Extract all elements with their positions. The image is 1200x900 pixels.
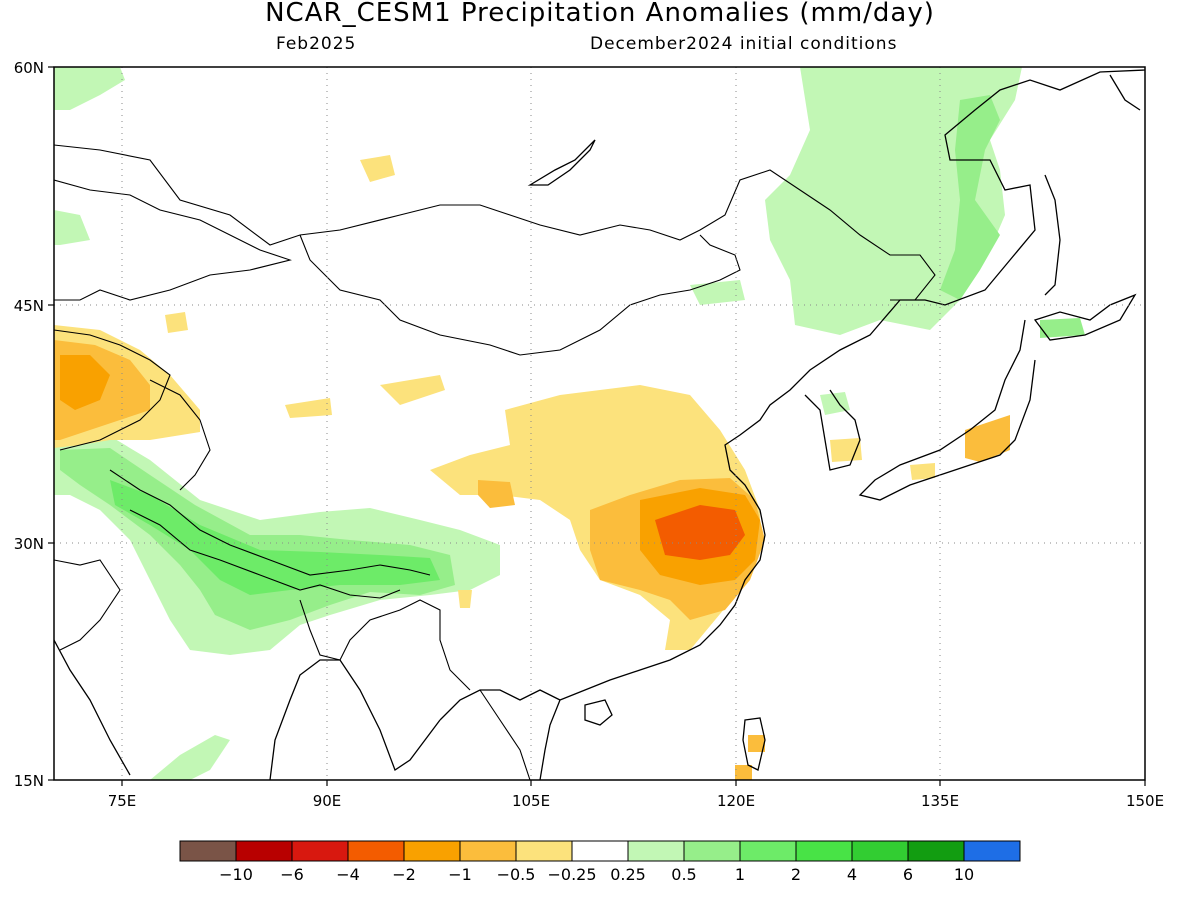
coastline-indochina: [439, 689, 561, 721]
border-himalaya-south: [129, 509, 401, 599]
border-china-west: [149, 379, 211, 491]
colorbar-label-4: −1: [448, 865, 472, 884]
forecast-month: Feb2025: [276, 34, 357, 54]
border-india-myanmar: [299, 599, 471, 691]
wet-region-northwest: [54, 67, 125, 110]
colorbar-label-12: 6: [903, 865, 913, 884]
colorbar-box-13: [907, 840, 965, 862]
dry-spot-balkhash: [165, 312, 188, 333]
dry-spot-yunnan: [458, 590, 472, 608]
coastline-hokkaido: [1033, 293, 1137, 341]
colorbar-labels: −10 −6 −4 −2 −1 −0.5 −0.25 0.25 0.5 1 2 4 6 10: [219, 865, 974, 884]
lon-label-135e: 135E: [921, 792, 959, 810]
border-central-asia: [54, 329, 171, 451]
axis-ticks: [48, 66, 1146, 786]
coastline-lake-baikal: [527, 139, 596, 186]
dry-region-central-asia-core: [60, 355, 110, 410]
country-borders: [54, 144, 936, 780]
colorbar-box-5: [459, 840, 517, 862]
lat-lon-grid: [54, 67, 1145, 780]
coastline-east-asia: [539, 69, 1145, 780]
coastline-taiwan: [742, 717, 766, 771]
colorbar-label-8: 0.5: [671, 865, 696, 884]
dry-spot-japan-south: [910, 463, 935, 480]
colorbar-box-6: [515, 840, 573, 862]
lon-label-90e: 90E: [313, 792, 342, 810]
coastlines: [54, 69, 1145, 780]
lat-label-60n: 60N: [14, 59, 44, 77]
colorbar-box-0: [179, 840, 237, 862]
coastline-korea: [804, 389, 861, 471]
colorbar-box-9: [683, 840, 741, 862]
colorbar-label-6: −0.25: [547, 865, 596, 884]
dry-spot-north: [360, 155, 395, 182]
lon-label-75e: 75E: [108, 792, 137, 810]
coastline-sakhalin: [1044, 174, 1061, 296]
colorbar-label-7: 0.25: [610, 865, 646, 884]
colorbar-label-13: 10: [954, 865, 974, 884]
colorbar-box-14: [963, 840, 1021, 862]
border-mongolia: [299, 234, 741, 356]
initial-conditions: December2024 initial conditions: [590, 34, 898, 54]
border-kazakhstan: [54, 179, 292, 301]
colorbar-label-9: 1: [735, 865, 745, 884]
border-russia-south: [54, 144, 936, 301]
coastline-kamchatka: [1109, 74, 1141, 111]
colorbar-boxes: [179, 840, 1021, 862]
border-pakistan: [54, 559, 121, 651]
wet-region-southwest: [150, 735, 230, 780]
dry-spot-tarim: [285, 398, 332, 418]
map-title: NCAR_CESM1 Precipitation Anomalies (mm/d…: [265, 0, 935, 28]
colorbar-box-12: [851, 840, 909, 862]
colorbar-label-11: 4: [847, 865, 857, 884]
lat-label-30n: 30N: [14, 535, 44, 553]
wet-region-northeast-core: [940, 95, 1000, 300]
colorbar-label-1: −6: [280, 865, 304, 884]
coastline-bay-of-bengal: [269, 659, 441, 780]
lat-label-45n: 45N: [14, 297, 44, 315]
colorbar-box-2: [291, 840, 349, 862]
colorbar-label-2: −4: [336, 865, 360, 884]
dry-spot-taiwan: [748, 735, 765, 752]
anomaly-field: [54, 67, 1085, 780]
colorbar-label-10: 2: [791, 865, 801, 884]
colorbar-box-1: [235, 840, 293, 862]
dry-spot-philippines: [735, 765, 752, 780]
wet-region-west: [54, 210, 90, 245]
colorbar-box-7: [571, 840, 629, 862]
lon-label-150e: 150E: [1126, 792, 1164, 810]
wet-region-korea: [820, 392, 850, 415]
lat-label-15n: 15N: [14, 772, 44, 790]
wet-region-hokkaido: [1040, 318, 1085, 338]
coastline-japan-honshu: [858, 319, 1036, 501]
lon-label-120e: 120E: [717, 792, 755, 810]
border-himalaya-north: [109, 469, 431, 576]
wet-region-himalaya-peak: [110, 480, 440, 595]
lat-labels: 60N 45N 30N 15N: [14, 59, 44, 790]
dry-spot-qinghai: [380, 375, 445, 405]
dry-region-yangtze-peak: [655, 505, 745, 560]
lon-label-105e: 105E: [512, 792, 550, 810]
colorbar-box-11: [795, 840, 853, 862]
colorbar-box-8: [627, 840, 685, 862]
colorbar-box-4: [403, 840, 461, 862]
dry-spot-japan: [965, 415, 1010, 462]
colorbar-box-10: [739, 840, 797, 862]
dry-spot-sichuan: [478, 480, 515, 508]
coastline-india-west: [54, 639, 131, 776]
colorbar-label-3: −2: [392, 865, 416, 884]
coastline-hainan: [584, 699, 613, 726]
border-indochina: [479, 689, 531, 780]
colorbar-label-5: −0.5: [497, 865, 536, 884]
wet-region-mongolia: [690, 280, 745, 305]
lon-labels: 75E 90E 105E 120E 135E 150E: [108, 792, 1164, 810]
colorbar-box-3: [347, 840, 405, 862]
colorbar-label-0: −10: [219, 865, 253, 884]
map-frame: [53, 66, 1146, 781]
